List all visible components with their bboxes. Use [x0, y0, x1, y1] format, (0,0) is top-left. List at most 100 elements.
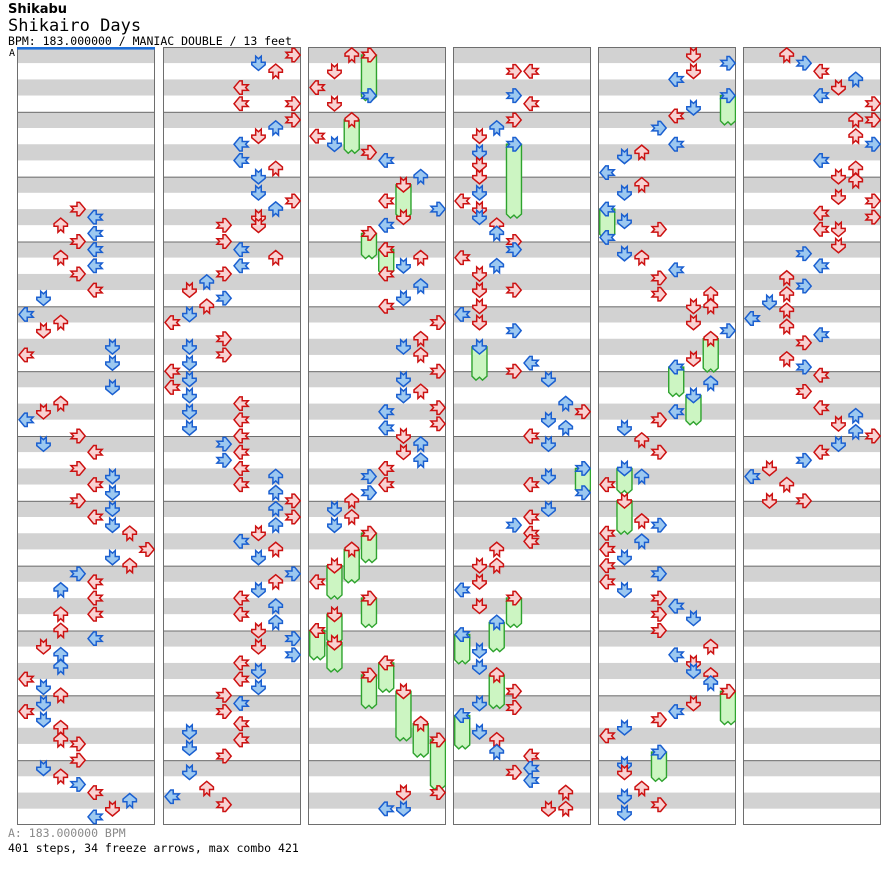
tap-note-arrow: [268, 541, 284, 559]
beat-stripe: [17, 533, 155, 550]
freeze-arrow-body: [454, 714, 471, 750]
measure-line: [453, 695, 591, 697]
tap-note-arrow: [634, 512, 650, 530]
tap-note-arrow: [53, 249, 69, 267]
measure-line: [598, 630, 736, 632]
tap-note-arrow: [541, 435, 556, 453]
tap-note-arrow: [413, 452, 429, 470]
arrow-up-icon: [489, 225, 505, 243]
beat-stripe: [308, 419, 446, 436]
arrow-up-icon: [53, 217, 69, 235]
beat-stripe: [163, 695, 301, 712]
tap-note-arrow: [472, 297, 487, 315]
tap-note-arrow: [233, 96, 250, 112]
arrow-left-icon: [164, 379, 181, 395]
tap-note-arrow: [344, 508, 360, 526]
arrow-left-icon: [233, 412, 250, 428]
tap-note-arrow: [327, 500, 342, 518]
arrow-up-icon: [489, 557, 505, 575]
beat-stripe: [743, 387, 881, 404]
beat-stripe: [17, 419, 155, 436]
beat-stripe: [598, 47, 736, 64]
beat-stripe: [743, 354, 881, 372]
beat-stripe: [743, 209, 881, 226]
beat-stripe: [308, 371, 446, 388]
beat-stripe: [17, 257, 155, 274]
tap-note-arrow: [744, 311, 761, 326]
arrow-left-icon: [668, 404, 685, 420]
beat-stripe: [743, 225, 881, 242]
freeze-arrow-body: [454, 633, 471, 665]
arrow-up-icon: [53, 581, 69, 599]
beat-stripe: [743, 95, 881, 112]
beat-stripe: [17, 144, 155, 161]
measure-line: [17, 760, 155, 762]
tap-note-arrow: [541, 467, 556, 485]
measure-line: [453, 371, 591, 373]
tap-note-arrow: [215, 452, 233, 468]
tap-note-arrow: [599, 477, 616, 493]
beat-stripe: [17, 79, 155, 96]
measure-line: [17, 371, 155, 373]
arrow-down-icon: [762, 459, 777, 477]
arrow-left-icon: [599, 477, 616, 493]
arrow-right-icon: [215, 797, 233, 813]
tap-note-arrow: [215, 290, 233, 306]
freeze-head-arrow: [413, 715, 429, 733]
tap-note-arrow: [215, 347, 233, 363]
tap-note-arrow: [378, 801, 395, 817]
beat-stripe: [743, 760, 881, 777]
arrow-down-icon: [686, 609, 701, 627]
tap-note-arrow: [164, 789, 181, 805]
arrow-up-icon: [344, 47, 360, 64]
tap-note-arrow: [489, 743, 505, 761]
beat-stripe: [163, 760, 301, 777]
arrow-up-icon: [268, 516, 284, 534]
beat-stripe: [743, 273, 881, 291]
beat-stripe: [163, 209, 301, 226]
beat-stripe: [163, 338, 301, 355]
tap-note-arrow: [87, 225, 104, 241]
arrow-right-icon: [215, 217, 233, 233]
arrow-down-icon: [396, 427, 411, 445]
arrow-down-icon: [396, 443, 411, 461]
beat-stripe: [598, 257, 736, 274]
arrow-down-icon: [251, 678, 266, 696]
beat-stripe: [308, 662, 446, 680]
beat-stripe: [453, 403, 591, 420]
tap-note-arrow: [396, 289, 411, 307]
tap-note-arrow: [703, 375, 719, 393]
arrow-left-icon: [454, 627, 471, 642]
tap-note-arrow: [233, 671, 250, 687]
tap-note-arrow: [489, 119, 505, 137]
tap-note-arrow: [505, 112, 523, 128]
arrow-down-icon: [686, 297, 701, 315]
freeze-head-arrow: [360, 47, 378, 63]
arrow-up-icon: [53, 687, 69, 705]
arrow-up-icon: [413, 715, 429, 733]
arrow-left-icon: [87, 590, 104, 606]
tap-note-arrow: [69, 566, 87, 582]
tap-note-arrow: [599, 525, 616, 541]
freeze-head-arrow: [360, 667, 378, 683]
beat-stripe: [598, 290, 736, 307]
arrow-left-icon: [309, 80, 326, 95]
arrow-up-icon: [53, 658, 69, 676]
arrow-up-icon: [779, 350, 795, 368]
arrow-right-icon: [284, 112, 301, 128]
beat-stripe: [743, 144, 881, 161]
arrow-right-icon: [429, 400, 446, 416]
beat-stripe: [308, 176, 446, 193]
arrow-right-icon: [284, 47, 301, 63]
beat-stripe: [17, 614, 155, 631]
arrow-down-icon: [396, 386, 411, 404]
tap-note-arrow: [18, 306, 35, 322]
arrow-down-icon: [762, 293, 777, 311]
measure-line: [743, 176, 881, 178]
beat-stripe: [17, 111, 155, 129]
beat-stripe: [453, 306, 591, 323]
tap-note-arrow: [268, 468, 284, 486]
freeze-arrow-body: [395, 690, 412, 742]
beat-stripe: [743, 63, 881, 80]
arrow-left-icon: [599, 201, 616, 217]
